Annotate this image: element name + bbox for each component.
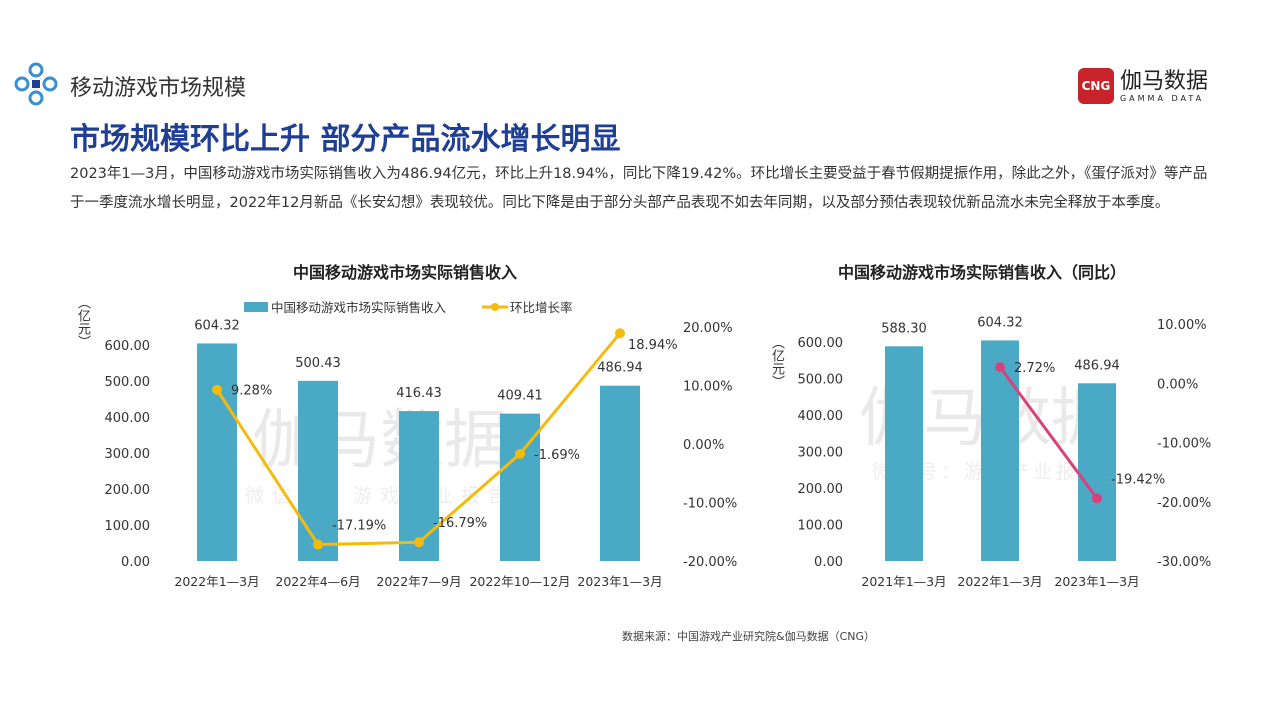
page-title: 市场规模环比上升 部分产品流水增长明显	[70, 122, 621, 157]
bar	[197, 343, 237, 561]
line-value-label: -19.42%	[1111, 472, 1165, 487]
line-point	[414, 537, 424, 548]
line-value-label: 2.72%	[1014, 361, 1055, 376]
y-tick-label: 100.00	[798, 519, 844, 534]
y2-tick-label: 0.00%	[1157, 377, 1198, 392]
bar	[298, 380, 338, 561]
y-tick-label: 200.00	[105, 483, 151, 498]
chart-title: 中国移动游戏市场实际销售收入（同比）	[838, 263, 1126, 282]
y2-tick-label: 0.00%	[683, 438, 724, 453]
brand-logo: CNG 伽马数据 GAMMA DATA	[1077, 68, 1208, 104]
x-tick-label: 2022年1—3月	[957, 574, 1042, 589]
y-tick-label: 300.00	[105, 447, 151, 462]
bar-value-label: 486.94	[597, 361, 643, 376]
y-tick-label: 200.00	[798, 482, 844, 497]
line-point	[515, 448, 525, 459]
chart-title: 中国移动游戏市场实际销售收入	[293, 263, 517, 282]
y2-tick-label: -10.00%	[683, 497, 737, 512]
y-tick-label: 500.00	[105, 375, 151, 390]
bar	[399, 411, 439, 561]
y2-tick-label: 20.00%	[683, 321, 733, 336]
line-point	[1092, 493, 1102, 504]
y2-tick-label: 10.00%	[683, 380, 733, 395]
x-tick-label: 2023年1—3月	[577, 574, 662, 589]
bar-value-label: 588.30	[881, 321, 927, 336]
legend-label: 中国移动游戏市场实际销售收入	[271, 300, 447, 315]
y-axis-label: （亿元）	[769, 336, 784, 388]
summary-paragraph: 2023年1—3月，中国移动游戏市场实际销售收入为486.94亿元，环比上升18…	[70, 166, 1208, 211]
x-tick-label: 2022年10—12月	[469, 574, 570, 589]
y-tick-label: 400.00	[798, 409, 844, 424]
x-tick-label: 2023年1—3月	[1054, 574, 1139, 589]
y-tick-label: 100.00	[105, 519, 151, 534]
brand-name-en: GAMMA DATA	[1119, 93, 1205, 103]
line-value-label: -1.69%	[534, 448, 580, 463]
cng-logo-icon: CNG	[1077, 68, 1114, 104]
bar-value-label: 486.94	[1074, 358, 1120, 373]
line-point	[212, 384, 222, 395]
y-tick-label: 600.00	[798, 336, 844, 351]
y-tick-label: 400.00	[105, 411, 151, 426]
x-tick-label: 2022年4—6月	[275, 574, 360, 589]
y-axis-label: （亿元）	[75, 296, 90, 348]
y2-tick-label: -10.00%	[1157, 437, 1211, 452]
bar	[885, 346, 923, 561]
section-title: 移动游戏市场规模	[70, 76, 247, 101]
bar	[981, 340, 1019, 561]
line-value-label: 9.28%	[231, 384, 272, 399]
line-value-label: -17.19%	[332, 519, 386, 534]
section-logo-icon	[14, 62, 58, 106]
y-tick-label: 0.00	[121, 555, 150, 570]
watermark: 伽马数据	[252, 404, 508, 478]
data-source: 数据来源：中国游戏产业研究院&伽马数据（CNG）	[622, 630, 876, 643]
brand-name: 伽马数据	[1119, 68, 1208, 94]
x-tick-label: 2022年7—9月	[376, 574, 461, 589]
x-tick-label: 2021年1—3月	[861, 574, 946, 589]
bar	[1078, 383, 1116, 561]
y2-tick-label: 10.00%	[1157, 318, 1207, 333]
bar-value-label: 416.43	[396, 386, 442, 401]
line-value-label: 18.94%	[628, 338, 678, 353]
bar-value-label: 604.32	[194, 318, 240, 333]
y-tick-label: 0.00	[814, 555, 843, 570]
bar-value-label: 409.41	[497, 389, 543, 404]
legend-line-marker	[491, 303, 499, 311]
bar-value-label: 604.32	[977, 315, 1023, 330]
y-tick-label: 300.00	[798, 446, 844, 461]
y2-tick-label: -30.00%	[1157, 555, 1211, 570]
line-series	[998, 366, 1099, 500]
y-tick-label: 600.00	[105, 339, 151, 354]
line-point	[995, 362, 1005, 373]
x-tick-label: 2022年1—3月	[174, 574, 259, 589]
legend-bar-swatch	[244, 302, 268, 312]
line-value-label: -16.79%	[433, 516, 487, 531]
line-point	[313, 539, 323, 550]
y2-tick-label: -20.00%	[683, 555, 737, 570]
line-point	[615, 328, 625, 339]
bar-value-label: 500.43	[295, 356, 341, 371]
y-tick-label: 500.00	[798, 373, 844, 388]
bar	[600, 385, 640, 561]
legend-label: 环比增长率	[510, 300, 573, 315]
y2-tick-label: -20.00%	[1157, 496, 1211, 511]
